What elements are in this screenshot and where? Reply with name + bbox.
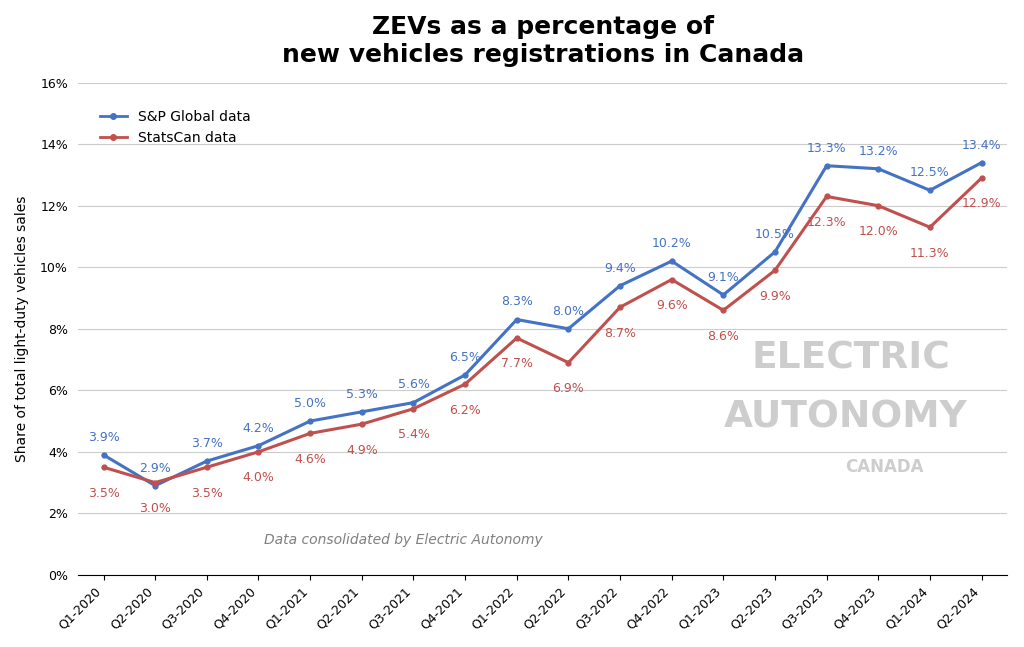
Text: 3.0%: 3.0% (139, 502, 171, 515)
Text: 9.6%: 9.6% (655, 299, 687, 312)
Text: 6.9%: 6.9% (553, 382, 585, 395)
Text: 3.9%: 3.9% (88, 431, 120, 444)
Text: 4.9%: 4.9% (346, 444, 378, 457)
Text: 8.3%: 8.3% (501, 296, 532, 309)
Text: 10.5%: 10.5% (755, 228, 795, 241)
Text: 3.5%: 3.5% (190, 487, 223, 499)
Text: 6.2%: 6.2% (450, 404, 481, 417)
Text: 8.0%: 8.0% (552, 305, 585, 318)
Text: 12.5%: 12.5% (910, 166, 950, 179)
Text: 5.3%: 5.3% (346, 388, 378, 400)
Text: 8.7%: 8.7% (604, 327, 636, 340)
Text: 9.1%: 9.1% (708, 271, 739, 284)
Text: 8.6%: 8.6% (708, 330, 739, 343)
Text: 13.2%: 13.2% (858, 145, 898, 158)
Title: ZEVs as a percentage of
new vehicles registrations in Canada: ZEVs as a percentage of new vehicles reg… (282, 15, 804, 67)
Text: 5.4%: 5.4% (397, 428, 429, 441)
Text: 4.6%: 4.6% (294, 453, 326, 466)
Text: 12.9%: 12.9% (962, 197, 1001, 210)
Text: 5.6%: 5.6% (397, 378, 429, 391)
Text: 4.2%: 4.2% (243, 422, 274, 435)
Text: 7.7%: 7.7% (501, 357, 532, 371)
Text: ELECTRIC: ELECTRIC (752, 340, 950, 377)
Text: CANADA: CANADA (845, 457, 924, 476)
Text: 2.9%: 2.9% (139, 461, 171, 474)
Text: 11.3%: 11.3% (910, 247, 949, 259)
Y-axis label: Share of total light-duty vehicles sales: Share of total light-duty vehicles sales (15, 195, 29, 462)
Text: AUTONOMY: AUTONOMY (724, 399, 968, 435)
Text: 3.7%: 3.7% (190, 437, 223, 450)
Text: 6.5%: 6.5% (450, 351, 481, 364)
Text: 9.4%: 9.4% (604, 261, 636, 274)
Legend: S&P Global data, StatsCan data: S&P Global data, StatsCan data (94, 104, 257, 150)
Text: 9.9%: 9.9% (759, 290, 791, 303)
Text: 3.5%: 3.5% (88, 487, 120, 499)
Text: 13.4%: 13.4% (962, 138, 1001, 151)
Text: 10.2%: 10.2% (652, 237, 691, 250)
Text: 12.3%: 12.3% (807, 216, 847, 229)
Text: 12.0%: 12.0% (858, 225, 898, 238)
Text: Data consolidated by Electric Autonomy: Data consolidated by Electric Autonomy (264, 533, 543, 547)
Text: 4.0%: 4.0% (243, 471, 274, 484)
Text: 5.0%: 5.0% (294, 397, 326, 410)
Text: 13.3%: 13.3% (807, 142, 847, 155)
